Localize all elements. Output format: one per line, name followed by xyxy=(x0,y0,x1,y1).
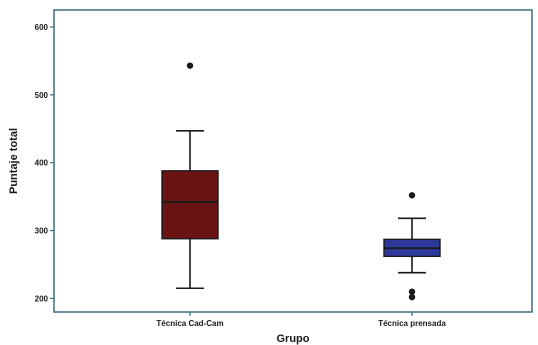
y-axis-title: Puntaje total xyxy=(8,128,20,194)
y-tick-label: 400 xyxy=(35,159,49,168)
x-axis-title: Grupo xyxy=(277,333,310,345)
y-tick-label: 600 xyxy=(35,23,49,32)
outlier-point xyxy=(408,288,416,295)
box-series xyxy=(161,62,441,301)
outlier-point xyxy=(408,293,416,301)
iqr-box xyxy=(161,170,219,240)
x-tick-label: Técnica prensada xyxy=(378,319,446,328)
plot-frame xyxy=(53,9,533,313)
outlier-point xyxy=(408,192,416,199)
y-axis: 200 300 400 500 600 xyxy=(35,23,54,303)
outlier-point xyxy=(186,62,194,69)
y-tick-label: 200 xyxy=(35,294,49,303)
y-tick-label: 500 xyxy=(35,91,49,100)
box-2 xyxy=(383,192,441,301)
x-tick-label: Técnica Cad-Cam xyxy=(156,319,223,328)
box-1 xyxy=(161,62,219,290)
y-tick-label: 300 xyxy=(35,227,49,236)
x-axis: Técnica Cad-Cam Técnica prensada xyxy=(156,312,446,328)
